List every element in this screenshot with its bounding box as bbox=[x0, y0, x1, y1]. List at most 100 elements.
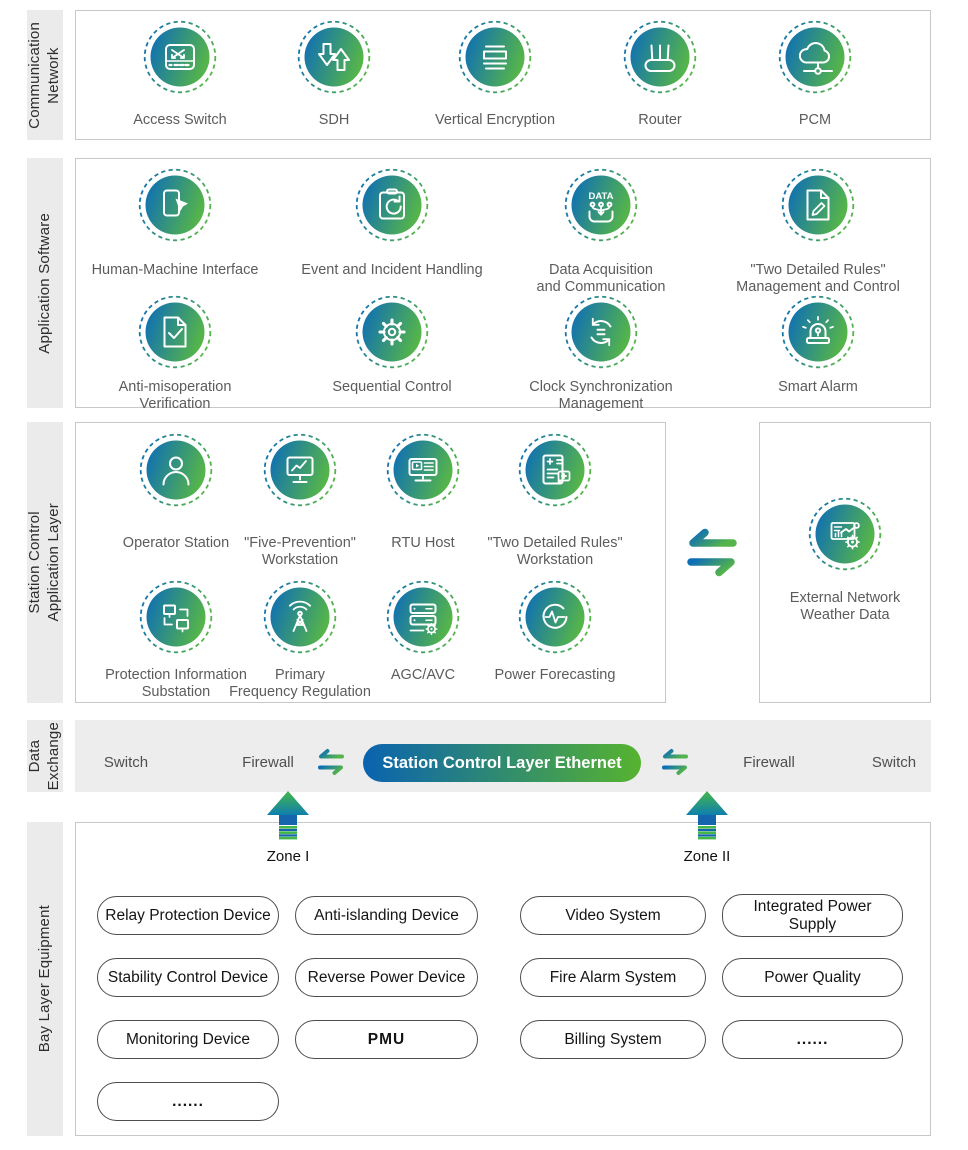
monitor-chart-icon bbox=[263, 433, 337, 507]
pulse-circle-icon bbox=[518, 580, 592, 654]
item-operator-station: Operator Station bbox=[96, 433, 256, 552]
weather-analytics-icon bbox=[808, 497, 882, 571]
item-vertical-encryption: Vertical Encryption bbox=[410, 20, 580, 129]
item-label: Primary Frequency Regulation bbox=[229, 667, 371, 701]
switch-left-label: Switch bbox=[103, 754, 149, 771]
pill-anti-islanding: Anti-islanding Device bbox=[295, 896, 478, 935]
sidebar-label: Data Exchange bbox=[26, 721, 62, 791]
item-clock-sync: Clock Synchronization Management bbox=[496, 295, 706, 413]
svg-text:DATA: DATA bbox=[589, 191, 614, 202]
radio-tower-icon bbox=[263, 580, 337, 654]
pill-integrated-power: Integrated Power Supply bbox=[722, 894, 903, 937]
item-router: Router bbox=[575, 20, 745, 129]
item-label: Anti-misoperation Verification bbox=[118, 379, 232, 413]
router-icon bbox=[623, 20, 697, 94]
item-label: External Network Weather Data bbox=[789, 590, 901, 624]
sidebar-label: Bay Layer Equipment bbox=[35, 905, 53, 1053]
sidebar-label: Application Software bbox=[35, 212, 53, 354]
item-power-forecasting: Power Forecasting bbox=[475, 580, 635, 684]
item-protection-info-substation: Protection Information Substation bbox=[96, 580, 256, 701]
item-label: Smart Alarm bbox=[778, 379, 858, 395]
pill-stability-control: Stability Control Device bbox=[97, 958, 279, 997]
item-two-rules-management: "Two Detailed Rules" Management and Cont… bbox=[713, 168, 923, 296]
item-label: RTU Host bbox=[391, 535, 455, 551]
data-exchange-arrows-icon bbox=[687, 528, 737, 577]
zone1-label: Zone I bbox=[266, 848, 310, 865]
item-label: "Two Detailed Rules" Management and Cont… bbox=[736, 262, 900, 296]
zone1-up-arrow-icon bbox=[267, 791, 309, 840]
item-external-weather-data: External Network Weather Data bbox=[760, 497, 930, 624]
sidebar-data-exchange: Data Exchange bbox=[26, 720, 63, 792]
pill-fire-alarm: Fire Alarm System bbox=[520, 958, 706, 997]
item-smart-alarm: Smart Alarm bbox=[713, 295, 923, 396]
item-data-acquisition: DATA Data Acquisition and Communication bbox=[496, 168, 706, 296]
item-label: Router bbox=[638, 112, 682, 128]
item-label: PCM bbox=[798, 112, 832, 128]
item-label: Sequential Control bbox=[332, 379, 452, 395]
person-icon bbox=[139, 433, 213, 507]
application-software-panel bbox=[75, 158, 931, 408]
switch-right-label: Switch bbox=[871, 754, 917, 771]
pill-billing-system: Billing System bbox=[520, 1020, 706, 1059]
server-gear-icon bbox=[386, 580, 460, 654]
item-label: Operator Station bbox=[122, 535, 230, 551]
item-label: AGC/AVC bbox=[390, 667, 456, 683]
item-label: "Five-Prevention" Workstation bbox=[244, 535, 356, 569]
firewall-right-label: Firewall bbox=[743, 754, 795, 771]
exchange-arrows-right-icon bbox=[662, 749, 688, 775]
zone2-label: Zone II bbox=[683, 848, 731, 865]
item-access-switch: Access Switch bbox=[95, 20, 265, 129]
item-human-machine-interface: Human-Machine Interface bbox=[70, 168, 280, 279]
item-label: Vertical Encryption bbox=[434, 112, 556, 128]
item-label: Data Acquisition and Communication bbox=[536, 262, 666, 296]
item-sdh: SDH bbox=[249, 20, 419, 129]
item-primary-frequency-regulation: Primary Frequency Regulation bbox=[220, 580, 380, 701]
firewall-left-label: Firewall bbox=[242, 754, 294, 771]
pill-video-system: Video System bbox=[520, 896, 706, 935]
item-sequential-control: Sequential Control bbox=[287, 295, 497, 396]
document-check-icon bbox=[138, 295, 212, 369]
item-label: Protection Information Substation bbox=[105, 667, 247, 701]
item-label: Clock Synchronization Management bbox=[529, 379, 673, 413]
pill-ellipsis-left: ...... bbox=[97, 1082, 279, 1121]
access-switch-icon bbox=[143, 20, 217, 94]
item-rtu-host: RTU Host bbox=[343, 433, 503, 552]
vertical-encryption-icon bbox=[458, 20, 532, 94]
pill-power-quality: Power Quality bbox=[722, 958, 903, 997]
item-label: Event and Incident Handling bbox=[301, 262, 483, 278]
event-refresh-icon bbox=[355, 168, 429, 242]
pill-relay-protection: Relay Protection Device bbox=[97, 896, 279, 935]
sidebar-communication-network: Communication Network bbox=[26, 10, 63, 140]
sidebar-label: Communication Network bbox=[26, 21, 62, 129]
alarm-beacon-icon bbox=[781, 295, 855, 369]
pcm-cloud-icon bbox=[778, 20, 852, 94]
item-label: Human-Machine Interface bbox=[91, 262, 259, 278]
item-two-rules-workstation: "Two Detailed Rules" Workstation bbox=[475, 433, 635, 569]
sdh-arrows-icon bbox=[297, 20, 371, 94]
network-nodes-icon bbox=[139, 580, 213, 654]
pill-pmu: PMU bbox=[295, 1020, 478, 1059]
pill-reverse-power: Reverse Power Device bbox=[295, 958, 478, 997]
zone2-up-arrow-icon bbox=[686, 791, 728, 840]
ethernet-bar: Station Control Layer Ethernet bbox=[363, 744, 641, 782]
item-pcm: PCM bbox=[730, 20, 900, 129]
pill-monitoring-device: Monitoring Device bbox=[97, 1020, 279, 1059]
touch-interface-icon bbox=[138, 168, 212, 242]
sidebar-label: Station Control Application Layer bbox=[26, 503, 62, 622]
item-five-prevention-workstation: "Five-Prevention" Workstation bbox=[220, 433, 380, 569]
sync-arrows-icon bbox=[564, 295, 638, 369]
gear-icon bbox=[355, 295, 429, 369]
data-funnel-icon: DATA bbox=[564, 168, 638, 242]
item-label: Power Forecasting bbox=[494, 667, 616, 683]
monitor-media-icon bbox=[386, 433, 460, 507]
item-label: Access Switch bbox=[133, 112, 227, 128]
item-label: "Two Detailed Rules" Workstation bbox=[487, 535, 623, 569]
sidebar-bay-layer: Bay Layer Equipment bbox=[27, 822, 63, 1136]
item-label: SDH bbox=[318, 112, 350, 128]
document-rules-icon bbox=[518, 433, 592, 507]
item-agc-avc: AGC/AVC bbox=[343, 580, 503, 684]
pill-ellipsis-right: ...... bbox=[722, 1020, 903, 1059]
item-anti-misoperation: Anti-misoperation Verification bbox=[70, 295, 280, 413]
item-event-incident-handling: Event and Incident Handling bbox=[287, 168, 497, 279]
